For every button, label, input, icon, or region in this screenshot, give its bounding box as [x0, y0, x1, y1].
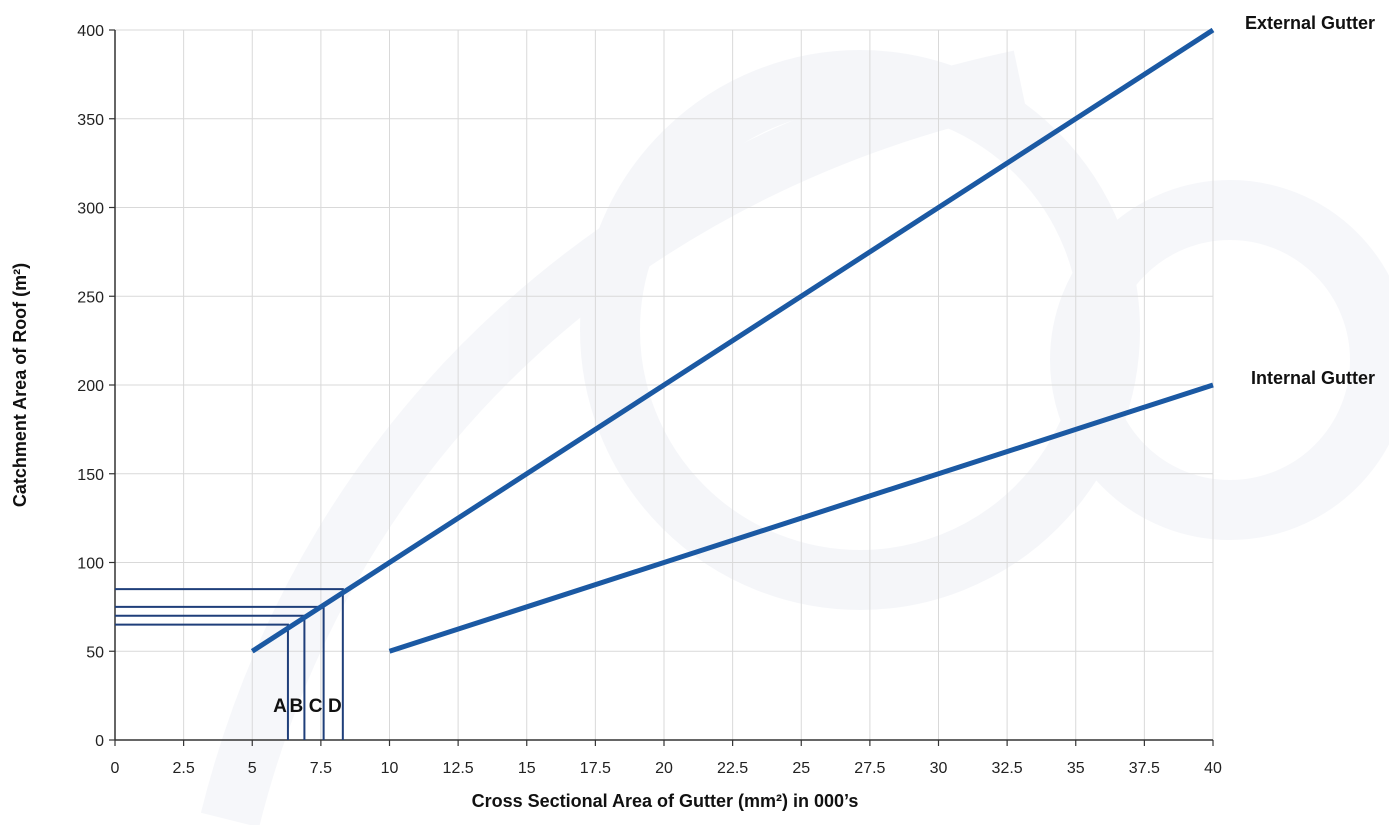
y-tick-label: 250 — [77, 289, 104, 306]
series-line-internal-gutter — [388, 382, 1214, 654]
y-tick-label: 50 — [86, 644, 104, 661]
y-tick-label: 0 — [95, 733, 104, 750]
tick-labels: 0 2.5 5 7.5 10 12.5 15 17.5 20 22.5 25 27.5 30 32.5 35… — [77, 13, 1375, 777]
x-tick-label: 20 — [655, 760, 673, 777]
x-tick-label: 5 — [248, 760, 257, 777]
x-tick-label: 32.5 — [992, 760, 1023, 777]
reference-label-a: A — [273, 696, 287, 717]
grid — [115, 29, 1214, 740]
y-tick-label: 200 — [77, 378, 104, 395]
x-tick-label: 12.5 — [443, 760, 474, 777]
series-line-external-gutter — [250, 27, 1215, 654]
axes — [109, 29, 1214, 746]
x-tick-label: 27.5 — [854, 760, 885, 777]
series-label-internal-gutter: Internal Gutter — [1251, 368, 1375, 388]
y-tick-label: 300 — [77, 201, 104, 218]
x-tick-label: 40 — [1204, 760, 1222, 777]
x-tick-label: 7.5 — [310, 760, 332, 777]
x-tick-label: 2.5 — [173, 760, 195, 777]
x-tick-label: 37.5 — [1129, 760, 1160, 777]
series-label-external-gutter: External Gutter — [1245, 13, 1375, 33]
x-axis-title: Cross Sectional Area of Gutter (mm²) in … — [472, 791, 859, 811]
series — [250, 27, 1215, 654]
x-tick-label: 25 — [792, 760, 810, 777]
reference-label-b: B — [290, 696, 304, 717]
reference-label-c: C — [309, 696, 323, 717]
y-tick-label: 150 — [77, 467, 104, 484]
y-axis-title: Catchment Area of Roof (m²) — [10, 263, 30, 507]
reference-line-a — [115, 623, 289, 740]
x-tick-label: 10 — [381, 760, 399, 777]
x-tick-label: 15 — [518, 760, 536, 777]
y-tick-label: 400 — [77, 23, 104, 40]
x-tick-label: 35 — [1067, 760, 1085, 777]
y-tick-label: 100 — [77, 556, 104, 573]
x-tick-label: 30 — [930, 760, 948, 777]
reference-label-d: D — [328, 696, 342, 717]
y-tick-label: 350 — [77, 112, 104, 129]
x-tick-label: 17.5 — [580, 760, 611, 777]
x-tick-label: 0 — [111, 760, 120, 777]
watermark-logo — [200, 50, 1389, 825]
reference-line-d — [115, 588, 344, 740]
x-tick-label: 22.5 — [717, 760, 748, 777]
